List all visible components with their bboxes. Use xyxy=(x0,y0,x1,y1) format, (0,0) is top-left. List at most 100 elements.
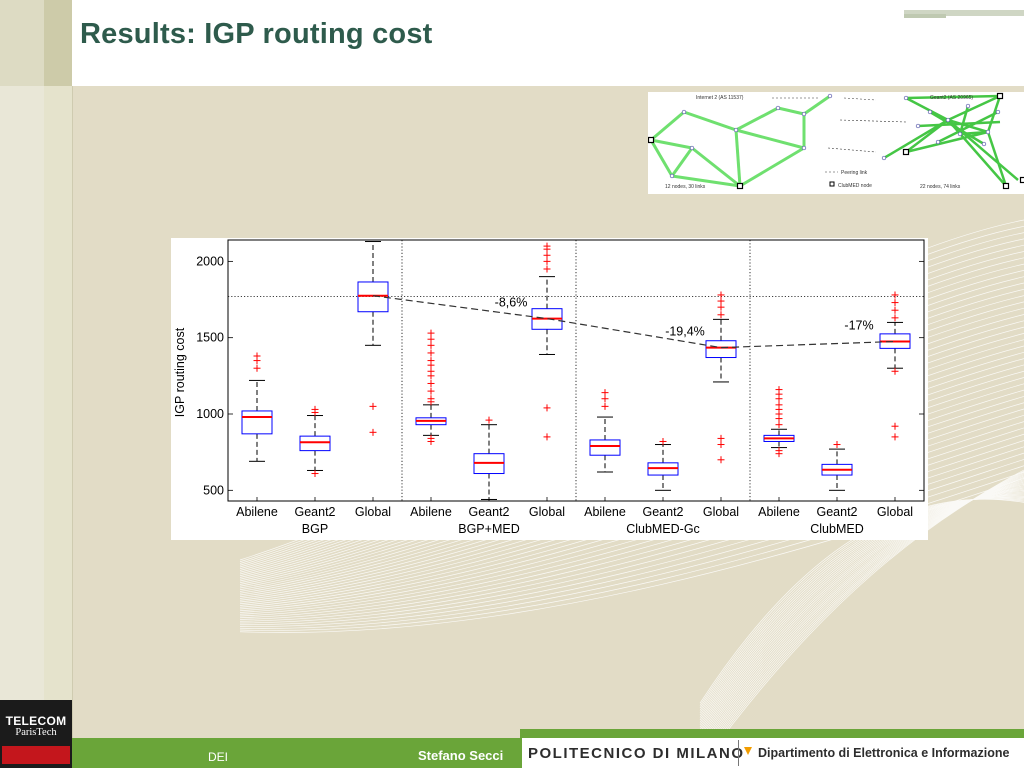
x-tick-label: Abilene xyxy=(236,505,278,519)
clubmed-node-icon xyxy=(736,182,744,190)
router-node xyxy=(801,145,807,151)
router-node xyxy=(935,139,941,145)
router-node xyxy=(681,109,687,115)
x-tick-label: Geant2 xyxy=(642,505,683,519)
outlier-point xyxy=(891,299,899,307)
network-link xyxy=(670,147,694,177)
outlier-point xyxy=(659,437,667,445)
outlier-point xyxy=(891,367,899,375)
router-node xyxy=(945,117,951,123)
network-link xyxy=(905,130,989,154)
y-axis-label: IGP routing cost xyxy=(173,327,187,417)
outlier-point xyxy=(427,357,435,365)
trend-line xyxy=(372,295,896,349)
outlier-point xyxy=(717,434,725,442)
router-node xyxy=(995,109,1001,115)
outlier-point xyxy=(717,456,725,464)
outlier-point xyxy=(891,291,899,299)
outlier-point xyxy=(543,265,551,273)
topology-diagram: Internet 2 (AS 11537) Geant2 (AS 20965) … xyxy=(647,92,1024,190)
y-tick-label: 1500 xyxy=(196,331,224,345)
group-label: BGP+MED xyxy=(458,522,519,536)
legend-clubmed-label: ClubMED node xyxy=(838,183,872,189)
clubmed-node-icon xyxy=(996,92,1004,100)
outlier-point xyxy=(427,367,435,375)
outlier-point xyxy=(891,422,899,430)
outlier-point xyxy=(717,441,725,449)
network-link xyxy=(986,131,1008,187)
router-node xyxy=(957,131,963,137)
network-link xyxy=(650,138,693,150)
outlier-point xyxy=(891,314,899,322)
outlier-point xyxy=(427,329,435,337)
outlier-point xyxy=(717,311,725,319)
outlier-point xyxy=(253,352,261,360)
trend-annotation: -17% xyxy=(844,319,873,333)
corner-decoration xyxy=(904,10,1024,16)
inset-right-title: Geant2 (AS 20965) xyxy=(930,95,973,101)
outlier-point xyxy=(717,297,725,305)
box-iqr xyxy=(705,340,737,359)
box-bgp-abilene xyxy=(241,352,273,462)
peering-link xyxy=(843,97,877,101)
network-link xyxy=(671,174,741,188)
outlier-point xyxy=(253,364,261,372)
clubmed-node-icon xyxy=(1019,176,1024,184)
network-link xyxy=(734,129,742,187)
outlier-point xyxy=(775,401,783,409)
box-clubmed-gc-geant2 xyxy=(647,437,679,491)
router-node xyxy=(689,145,695,151)
network-link xyxy=(937,110,999,144)
outlier-point xyxy=(369,428,377,436)
inset-right-caption: 22 nodes, 74 links xyxy=(920,184,961,190)
corner-decoration-2 xyxy=(904,14,946,18)
network-link xyxy=(883,118,949,160)
outlier-point xyxy=(427,387,435,395)
network-link xyxy=(947,94,1001,122)
footer-department: Dipartimento di Elettronica e Informazio… xyxy=(758,746,1010,760)
network-link xyxy=(683,110,737,132)
logo-chinese-mark xyxy=(2,746,70,764)
box-clubmed-global xyxy=(879,291,911,441)
x-tick-label: Geant2 xyxy=(294,505,335,519)
outlier-point xyxy=(427,379,435,387)
network-link xyxy=(905,96,949,122)
router-node xyxy=(965,103,971,109)
footer-university: POLITECNICO DI MILANO xyxy=(528,745,745,762)
router-node xyxy=(775,105,781,111)
box-bgp-med-global xyxy=(531,242,563,441)
outlier-point xyxy=(427,335,435,343)
box-clubmed-gc-global xyxy=(705,291,737,464)
inset-left-caption: 12 nodes, 30 links xyxy=(665,184,706,190)
outlier-point xyxy=(775,447,783,455)
slide-title: Results: IGP routing cost xyxy=(80,18,433,50)
router-node xyxy=(981,141,987,147)
box-bgp-med-geant2 xyxy=(473,416,505,500)
outlier-point xyxy=(543,433,551,441)
x-tick-label: Geant2 xyxy=(816,505,857,519)
outlier-point xyxy=(601,402,609,410)
y-tick-label: 500 xyxy=(203,483,224,497)
outlier-point xyxy=(427,349,435,357)
box-iqr xyxy=(241,410,273,435)
router-node xyxy=(827,93,833,99)
network-link xyxy=(777,106,805,116)
box-iqr xyxy=(299,435,331,452)
box-clubmed-abilene xyxy=(763,386,795,458)
network-link xyxy=(735,106,779,132)
footer-green-band xyxy=(72,738,522,768)
x-tick-label: Abilene xyxy=(584,505,626,519)
outlier-point xyxy=(543,257,551,265)
router-node xyxy=(903,95,909,101)
router-node xyxy=(927,109,933,115)
outlier-point xyxy=(543,404,551,412)
outlier-point xyxy=(369,402,377,410)
network-link xyxy=(735,128,805,150)
outlier-point xyxy=(833,441,841,449)
network-link xyxy=(917,120,1001,128)
box-clubmed-gc-abilene xyxy=(589,389,621,473)
outlier-point xyxy=(775,421,783,429)
router-node xyxy=(733,127,739,133)
outlier-point xyxy=(717,303,725,311)
inset-left-title: Internet 2 (AS 11537) xyxy=(696,95,744,101)
